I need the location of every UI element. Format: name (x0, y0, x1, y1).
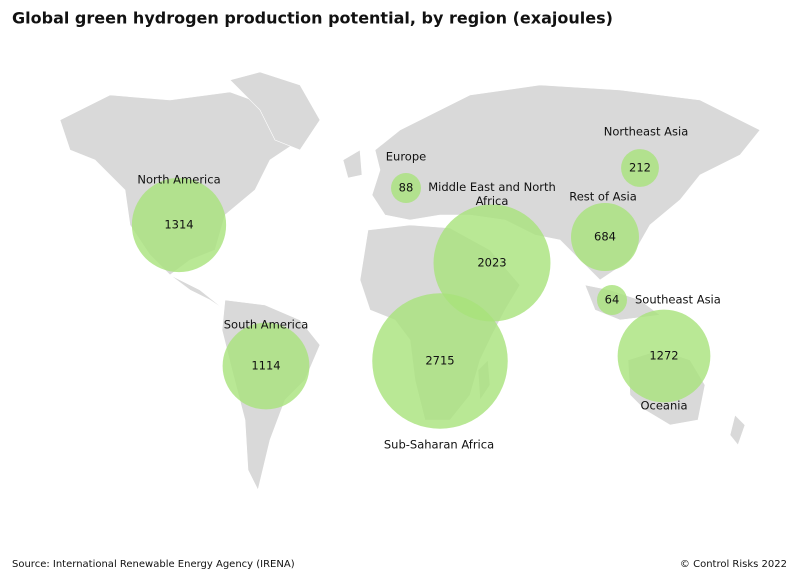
region-label: Northeast Asia (604, 125, 689, 139)
region-label: Middle East and North Africa (428, 180, 556, 208)
value-label: 2715 (425, 354, 454, 368)
value-label: 88 (399, 181, 414, 195)
value-label: 2023 (477, 256, 506, 270)
bubble (391, 173, 421, 203)
value-label: 1114 (251, 359, 280, 373)
region-label: South America (224, 318, 309, 332)
value-label: 1314 (164, 218, 193, 232)
region-label: Southeast Asia (635, 293, 721, 307)
value-label: 212 (629, 161, 651, 175)
value-label: 64 (605, 293, 620, 307)
bubble (222, 322, 310, 410)
bubble (597, 285, 627, 315)
bubble (621, 149, 659, 187)
bubble (433, 204, 551, 322)
region-label: North America (137, 173, 220, 187)
region-label: Rest of Asia (569, 190, 637, 204)
copyright-note: © Control Risks 2022 (680, 559, 787, 570)
bubble (617, 309, 711, 403)
region-label: Oceania (640, 399, 687, 413)
chart-title: Global green hydrogen production potenti… (12, 9, 613, 28)
value-label: 684 (594, 230, 616, 244)
region-label: Europe (386, 150, 426, 164)
region-label: Sub-Saharan Africa (384, 438, 494, 452)
bubble (571, 203, 639, 271)
bubble (131, 177, 227, 273)
bubble (372, 293, 508, 429)
source-note: Source: International Renewable Energy A… (12, 559, 295, 570)
value-label: 1272 (649, 349, 678, 363)
